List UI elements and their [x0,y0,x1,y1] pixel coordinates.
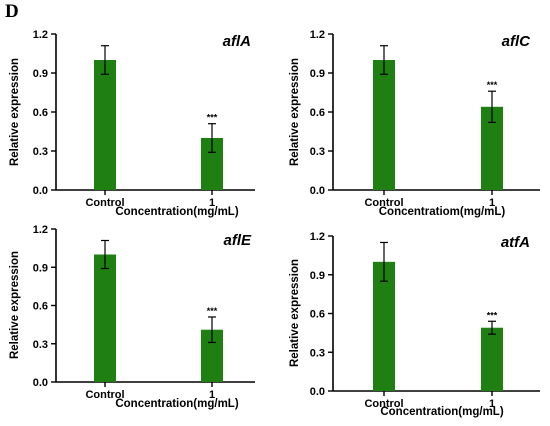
y-tick-label: 0.0 [310,386,325,398]
x-axis-label: Concentration(mg/mL) [115,206,238,218]
x-axis-label: Concentration(mg/mL) [115,398,238,410]
x-axis-label: Concentratiom(mg/mL) [379,206,506,218]
y-tick-label: 0.9 [310,68,325,80]
y-tick-label: 0.6 [310,309,325,321]
chart-panel-aflE: 0.0 0.3 0.6 0.9 1.2 Control 1 *** aflE Concentrat… [9,224,255,410]
significance-marker: *** [207,306,218,316]
y-tick-label: 0.6 [33,301,48,313]
y-tick-label: 0.3 [33,339,48,351]
y-tick-label: 0.9 [310,270,325,282]
chart-panel-atfA: 0.0 0.3 0.6 0.9 1.2 Control 1 *** atfA Concentrat… [289,231,540,418]
bar-1 [481,106,503,190]
significance-marker: *** [487,310,498,320]
y-axis-label: Relative expression [289,259,301,367]
significance-marker: *** [487,80,498,90]
chart-title: aflE [223,232,252,249]
bar-1 [201,329,223,382]
y-tick-label: 0.9 [33,68,48,80]
chart-panel-aflA: 0.0 0.3 0.6 0.9 1.2 Control 1 *** aflA Concentrat… [9,29,255,218]
x-tick-label: Control [364,398,403,410]
y-tick-label: 0.6 [33,107,48,119]
y-tick-label: 0.0 [310,185,325,197]
x-tick-label: 1 [209,389,215,401]
y-axis-label: Relative expression [289,58,301,166]
x-tick-label: 1 [489,398,495,410]
y-tick-label: 0.0 [33,377,48,389]
y-tick-label: 1.2 [33,29,48,41]
x-tick-label: Control [85,197,124,209]
bar-control [94,254,116,382]
y-axis-label: Relative expression [9,251,21,359]
y-tick-label: 0.3 [33,146,48,158]
x-tick-label: 1 [489,197,495,209]
y-tick-label: 0.3 [310,347,325,359]
bar-control [373,261,395,391]
significance-marker: *** [207,113,218,123]
x-tick-label: Control [85,389,124,401]
y-tick-label: 0.0 [33,185,48,197]
x-tick-label: 1 [209,197,215,209]
chart-title: aflA [223,33,251,50]
bar-control [94,60,116,190]
x-axis-label: Concentration(mg/mL) [380,406,503,418]
bar-control [373,60,395,190]
x-tick-label: Control [364,197,403,209]
y-tick-label: 1.2 [33,224,48,236]
figure-panel-letter: D [5,1,19,22]
bar-1 [201,138,223,190]
chart-title: aflC [502,33,532,50]
y-tick-label: 0.3 [310,146,325,158]
y-tick-label: 1.2 [310,29,325,41]
y-tick-label: 0.6 [310,107,325,119]
bar-1 [481,327,503,391]
y-axis-label: Relative expression [9,58,21,166]
y-tick-label: 0.9 [33,262,48,274]
chart-title: atfA [501,234,530,251]
chart-panel-aflC: 0.0 0.3 0.6 0.9 1.2 Control 1 *** aflC Concentrat… [289,29,540,218]
y-tick-label: 1.2 [310,231,325,243]
